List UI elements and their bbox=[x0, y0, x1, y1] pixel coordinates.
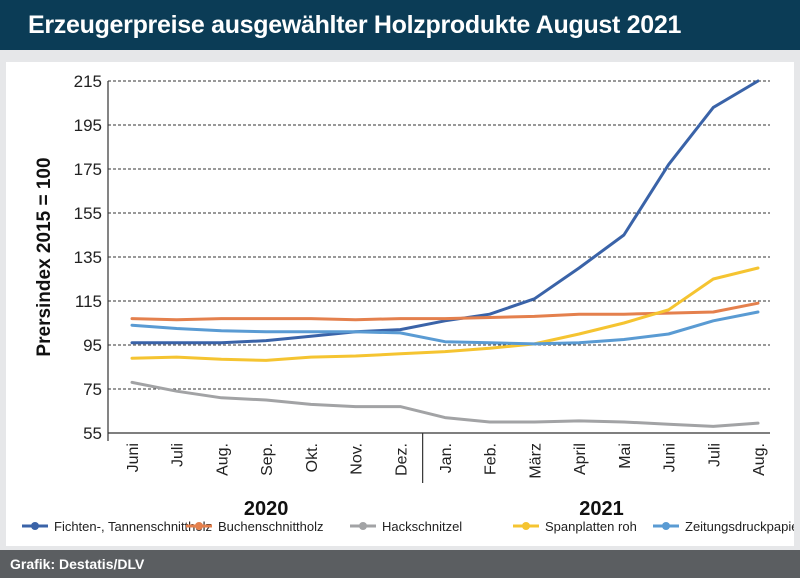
legend-label: Spanplatten roh bbox=[545, 519, 637, 534]
line-chart: 55 75 95 115 135 155 175 195 215 Juni Juli Aug. Sep.… bbox=[22, 72, 800, 534]
x-tick-label: Mai bbox=[617, 443, 634, 469]
legend-marker bbox=[522, 522, 530, 530]
source-credit: Grafik: Destatis/DLV bbox=[0, 550, 800, 578]
x-tick-label: Juni bbox=[662, 443, 679, 472]
y-tick-label: 135 bbox=[74, 248, 102, 267]
x-tick-label: April bbox=[572, 443, 589, 475]
series-line bbox=[130, 266, 760, 362]
y-tick-label: 215 bbox=[74, 72, 102, 91]
x-tick-label: Sep. bbox=[259, 443, 276, 476]
legend-marker bbox=[359, 522, 367, 530]
x-tick-label: Okt. bbox=[304, 443, 321, 472]
y-tick-label: 75 bbox=[83, 380, 102, 399]
x-tick-label: Aug. bbox=[751, 443, 768, 476]
series-line bbox=[130, 310, 760, 346]
y-axis-title: Prersindex 2015 = 100 bbox=[34, 157, 55, 356]
legend-label: Fichten-, Tannenschnittholz bbox=[54, 519, 212, 534]
legend-label: Zeitungsdruckpapier bbox=[685, 519, 794, 534]
y-tick-label: 175 bbox=[74, 160, 102, 179]
y-tick-label: 55 bbox=[83, 424, 102, 443]
axes bbox=[107, 81, 770, 483]
legend-marker bbox=[31, 522, 39, 530]
year-label: 2020 bbox=[244, 498, 289, 520]
grid-lines bbox=[108, 80, 770, 390]
legend-label: Buchenschnittholz bbox=[218, 519, 324, 534]
x-tick-label: Juli bbox=[170, 443, 187, 467]
x-tick-label: Nov. bbox=[349, 443, 366, 475]
legend-label: Hackschnitzel bbox=[382, 519, 462, 534]
y-tick-label: 95 bbox=[83, 336, 102, 355]
year-label: 2021 bbox=[579, 498, 624, 520]
legend-marker bbox=[195, 522, 203, 530]
chart-panel: 55 75 95 115 135 155 175 195 215 Juni Juli Aug. Sep.… bbox=[6, 62, 800, 546]
series-line bbox=[130, 380, 760, 428]
series-lines bbox=[130, 79, 760, 428]
x-tick-label: Juli bbox=[706, 443, 723, 467]
x-tick-label: März bbox=[527, 443, 544, 479]
axis-labels: 55 75 95 115 135 155 175 195 215 Juni Juli Aug. Sep.… bbox=[34, 72, 768, 520]
x-tick-label: Feb. bbox=[483, 443, 500, 475]
y-tick-label: 115 bbox=[75, 292, 102, 311]
series-line bbox=[130, 79, 760, 345]
x-tick-label: Juni bbox=[125, 443, 142, 472]
chart-title: Erzeugerpreise ausgewählter Holzprodukte… bbox=[0, 0, 800, 50]
legend-marker bbox=[662, 522, 670, 530]
x-tick-label: Dez. bbox=[393, 443, 410, 476]
legend: Fichten-, Tannenschnittholz Buchenschnitt… bbox=[22, 519, 800, 534]
x-tick-label: Jan. bbox=[438, 443, 455, 473]
x-tick-label: Aug. bbox=[214, 443, 231, 476]
y-tick-label: 155 bbox=[74, 204, 102, 223]
y-tick-label: 195 bbox=[74, 116, 102, 135]
